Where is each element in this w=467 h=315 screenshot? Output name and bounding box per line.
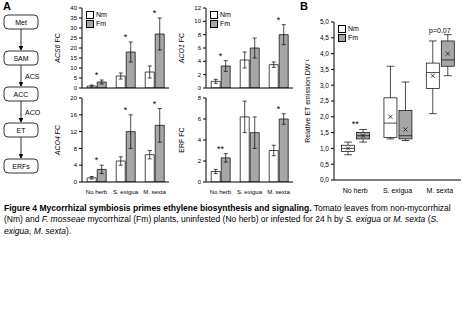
svg-text:*: *: [124, 32, 128, 42]
svg-text:S. exigua: S. exigua: [237, 189, 263, 195]
svg-text:0,0: 0,0: [320, 176, 329, 183]
svg-text:*: *: [277, 15, 281, 25]
html-text:Nm: Nm: [96, 11, 107, 18]
svg-text:0: 0: [198, 85, 202, 90]
svg-text:1,0: 1,0: [320, 145, 329, 152]
svg-text:5: 5: [74, 75, 78, 81]
svg-text:15: 15: [70, 55, 77, 61]
svg-text:16: 16: [70, 112, 77, 118]
svg-text:No herb: No herb: [343, 187, 368, 194]
svg-text:**: **: [217, 144, 225, 154]
svg-text:*: *: [277, 104, 281, 114]
svg-text:12: 12: [70, 129, 77, 135]
svg-text:4,0: 4,0: [320, 50, 329, 57]
svg-text:S. exigua: S. exigua: [113, 189, 139, 195]
html-text:Nm: Nm: [348, 25, 359, 32]
svg-text:p=0.07: p=0.07: [429, 27, 451, 35]
svg-text:4: 4: [74, 162, 78, 168]
svg-text:1,5: 1,5: [320, 129, 329, 136]
svg-text:35: 35: [70, 15, 77, 21]
svg-text:4: 4: [198, 137, 202, 143]
svg-text:20: 20: [70, 95, 77, 101]
svg-text:0: 0: [74, 85, 78, 90]
html-text:Figure 4 Mycorrhizal symbiosis: Figure 4 Mycorrhizal symbiosis primes et…: [4, 203, 451, 236]
html-text:Fm: Fm: [348, 34, 359, 41]
svg-text:8: 8: [198, 32, 202, 38]
svg-text:6: 6: [198, 116, 202, 122]
svg-text:No herb: No herb: [210, 189, 232, 195]
svg-text:2,5: 2,5: [320, 97, 329, 104]
svg-text:0,5: 0,5: [320, 161, 329, 168]
svg-text:ACC: ACC: [14, 91, 29, 98]
svg-text:10: 10: [194, 18, 201, 24]
svg-text:12: 12: [194, 5, 201, 11]
svg-text:30: 30: [70, 25, 77, 31]
html-text:Fm: Fm: [220, 20, 231, 27]
html-text:ERF FC: ERF FC: [177, 127, 185, 153]
svg-text:5,0: 5,0: [320, 18, 329, 25]
html-text:B: B: [300, 0, 308, 12]
svg-text:20: 20: [70, 45, 77, 51]
svg-text:**: **: [352, 119, 360, 129]
svg-text:3,5: 3,5: [320, 66, 329, 73]
svg-text:2: 2: [198, 72, 202, 78]
svg-text:ET: ET: [17, 127, 27, 134]
svg-text:ACO: ACO: [25, 109, 41, 116]
html-text:FC: FC: [177, 32, 185, 45]
svg-text:*: *: [124, 105, 128, 115]
html-text:FC: FC: [53, 33, 61, 45]
svg-text:M. sexta: M. sexta: [427, 187, 454, 194]
svg-text:S. exigua: S. exigua: [383, 187, 412, 195]
svg-text:ERFs: ERFs: [12, 163, 30, 170]
svg-text:2: 2: [198, 158, 202, 164]
svg-text:10: 10: [70, 65, 77, 71]
html-text:Relative ET emission DW⁻¹: Relative ET emission DW⁻¹: [303, 59, 311, 143]
svg-text:No herb: No herb: [86, 189, 108, 195]
html-text:ACS6: ACS6: [53, 44, 61, 63]
html-text:ACO1: ACO1: [177, 44, 185, 64]
svg-text:*: *: [95, 70, 99, 80]
html-text:FC: FC: [53, 124, 61, 137]
svg-text:2,0: 2,0: [320, 113, 329, 120]
svg-text:0: 0: [74, 179, 78, 185]
svg-text:4: 4: [198, 58, 202, 64]
svg-text:25: 25: [70, 35, 77, 41]
svg-text:M. sexta: M. sexta: [267, 189, 290, 195]
svg-text:SAM: SAM: [13, 55, 28, 62]
html-text:ACO4: ACO4: [53, 136, 61, 156]
svg-text:*: *: [153, 99, 157, 109]
svg-text:Met: Met: [15, 19, 27, 26]
svg-text:*: *: [219, 51, 223, 61]
html-text:Nm: Nm: [220, 11, 231, 18]
svg-text:4,5: 4,5: [320, 34, 329, 41]
svg-text:ACS: ACS: [25, 73, 40, 80]
svg-text:3,0: 3,0: [320, 82, 329, 89]
svg-text:8: 8: [74, 146, 78, 152]
svg-text:0: 0: [198, 179, 202, 185]
svg-text:6: 6: [198, 45, 202, 51]
svg-text:8: 8: [198, 95, 202, 101]
svg-text:40: 40: [70, 5, 77, 11]
html-text:Fm: Fm: [96, 20, 107, 27]
svg-text:*: *: [95, 155, 99, 165]
svg-text:M. sexta: M. sexta: [143, 189, 166, 195]
html-text:A: A: [3, 0, 11, 12]
svg-text:*: *: [153, 8, 157, 18]
